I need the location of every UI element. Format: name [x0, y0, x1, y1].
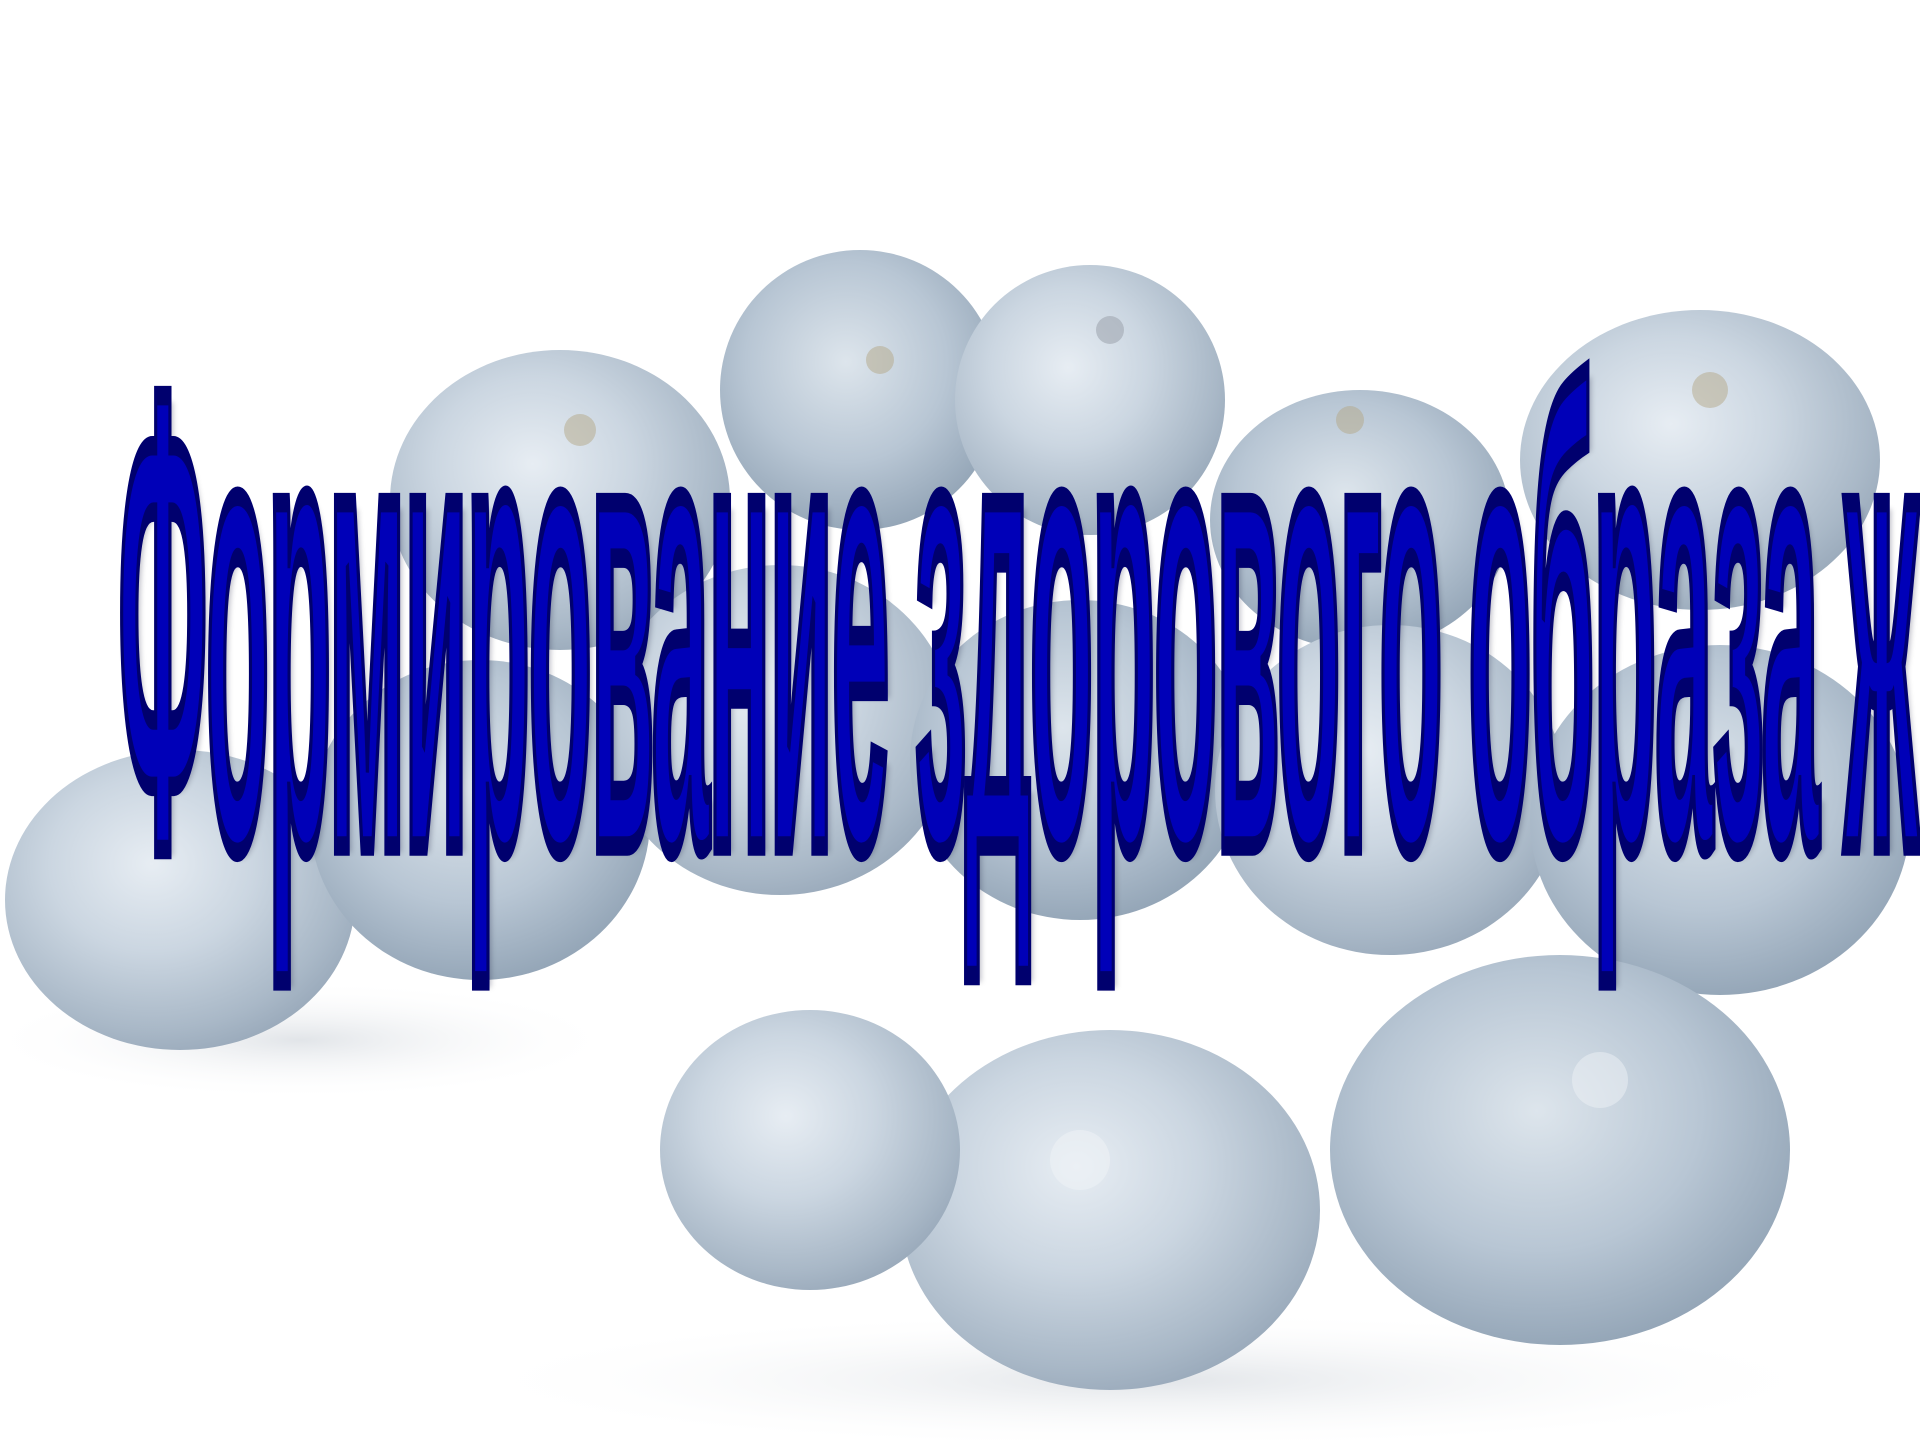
- blueberry-icon: [1530, 645, 1910, 995]
- blueberry-icon: [1330, 955, 1790, 1345]
- blueberry-icon: [605, 565, 955, 895]
- blueberry-icon: [1215, 625, 1565, 955]
- blueberry-icon: [1210, 390, 1510, 650]
- blueberry-icon: [1520, 310, 1880, 610]
- blueberry-icon: [310, 660, 650, 980]
- blueberry-icon: [955, 265, 1225, 535]
- slide-title: Формирование здорового образа жизни чере…: [118, 300, 1920, 989]
- blueberry-icon: [390, 350, 730, 650]
- title-area: Формирование здорового образа жизни чере…: [118, 300, 1920, 1400]
- blueberry-icon: [910, 600, 1250, 920]
- blueberry-icon: [660, 1010, 960, 1290]
- blueberry-icon: [900, 1030, 1320, 1390]
- blueberry-icon: [720, 250, 1000, 530]
- blueberry-icon: [5, 750, 355, 1050]
